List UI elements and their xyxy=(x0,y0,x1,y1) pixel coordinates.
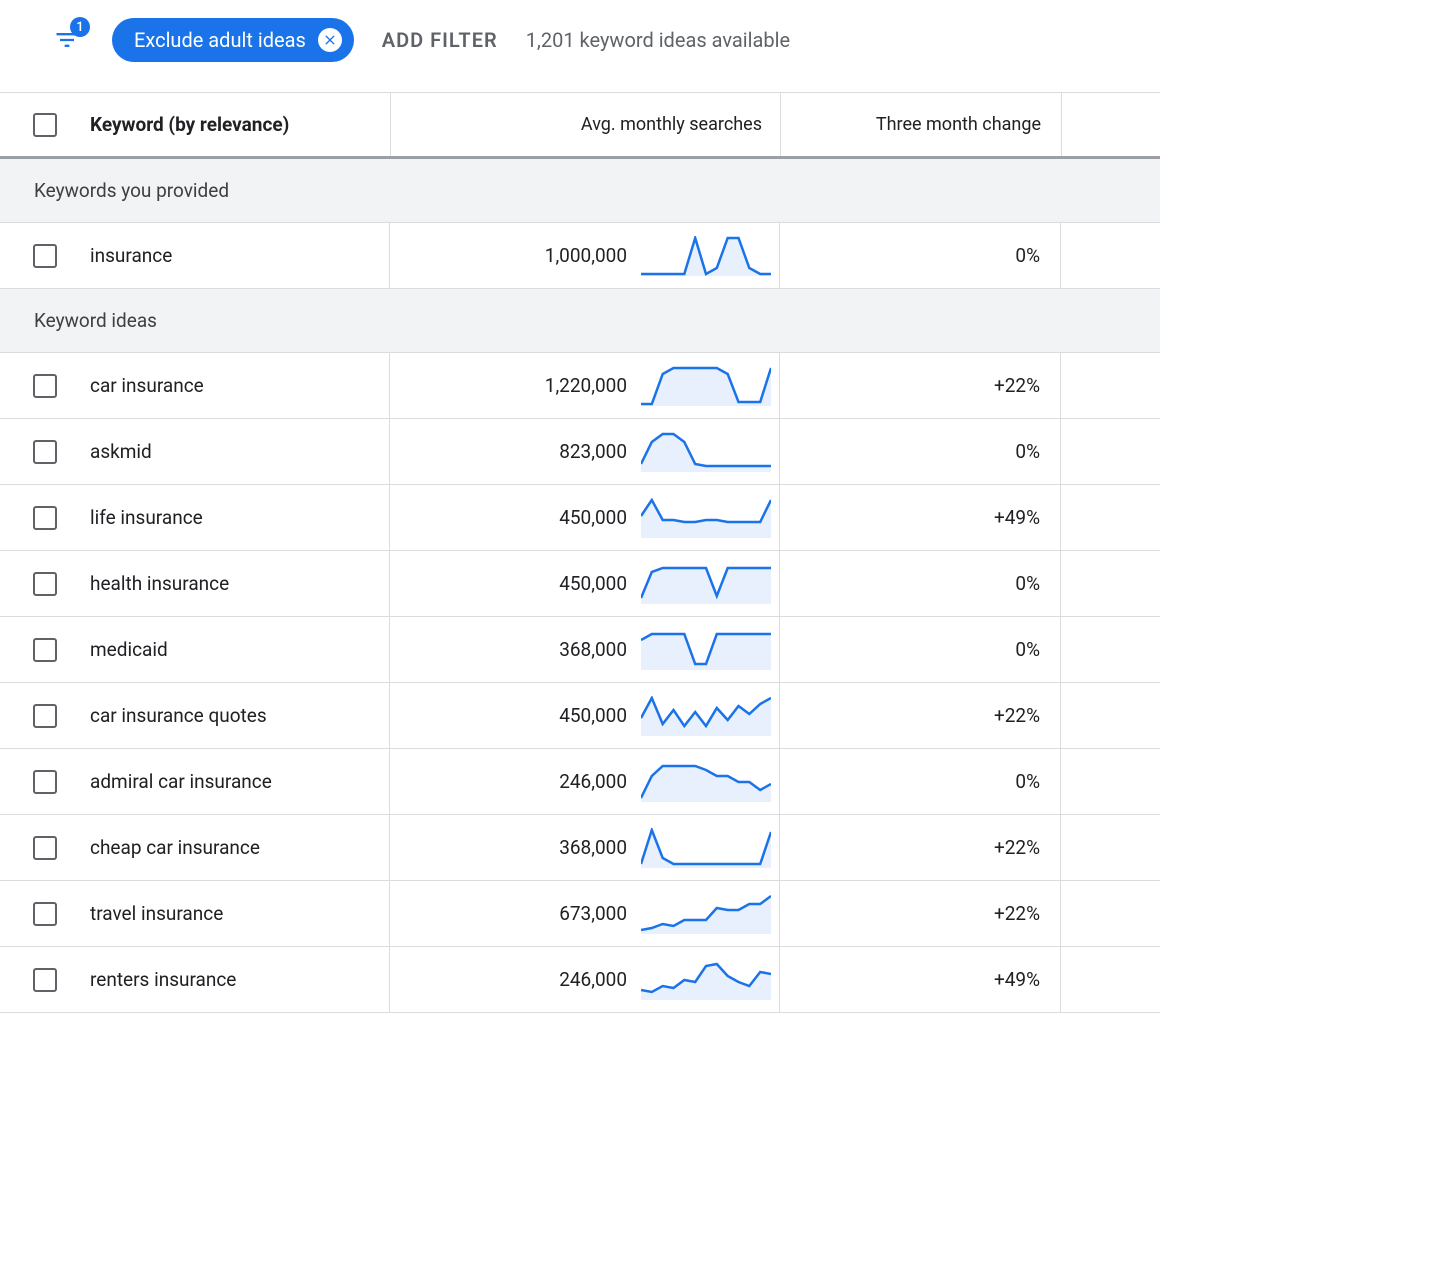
sparkline-icon xyxy=(641,366,771,406)
sparkline-icon xyxy=(641,236,771,276)
sparkline-icon xyxy=(641,432,771,472)
three-month-value: +22% xyxy=(994,704,1040,727)
available-count: 1,201 keyword ideas available xyxy=(526,28,790,52)
row-checkbox[interactable] xyxy=(33,638,57,662)
avg-searches-value: 368,000 xyxy=(559,836,627,859)
filter-chip-exclude-adult[interactable]: Exclude adult ideas xyxy=(112,18,354,62)
three-month-value: 0% xyxy=(1015,572,1040,595)
sparkline-icon xyxy=(641,828,771,868)
section-keywords-provided: Keywords you provided xyxy=(0,159,1160,223)
row-checkbox[interactable] xyxy=(33,506,57,530)
row-checkbox[interactable] xyxy=(33,836,57,860)
table-row: askmid 823,000 0% xyxy=(0,419,1160,485)
row-checkbox[interactable] xyxy=(33,770,57,794)
row-checkbox[interactable] xyxy=(33,968,57,992)
avg-searches-value: 246,000 xyxy=(559,770,627,793)
keyword-text[interactable]: car insurance quotes xyxy=(90,704,267,727)
three-month-value: +49% xyxy=(994,506,1040,529)
keyword-text[interactable]: renters insurance xyxy=(90,968,236,991)
col-avg-searches[interactable]: Avg. monthly searches xyxy=(391,93,781,156)
sparkline-icon xyxy=(641,630,771,670)
three-month-value: +22% xyxy=(994,902,1040,925)
avg-searches-value: 1,220,000 xyxy=(545,374,627,397)
table-row: cheap car insurance 368,000 +22% xyxy=(0,815,1160,881)
three-month-value: 0% xyxy=(1015,638,1040,661)
table-row: travel insurance 673,000 +22% xyxy=(0,881,1160,947)
sparkline-icon xyxy=(641,564,771,604)
avg-searches-value: 368,000 xyxy=(559,638,627,661)
keyword-text[interactable]: travel insurance xyxy=(90,902,223,925)
row-checkbox[interactable] xyxy=(33,572,57,596)
select-all-checkbox[interactable] xyxy=(33,113,57,137)
close-icon[interactable] xyxy=(318,28,342,52)
filter-icon[interactable]: 1 xyxy=(50,23,84,57)
keyword-text[interactable]: admiral car insurance xyxy=(90,770,272,793)
col-three-month[interactable]: Three month change xyxy=(781,93,1061,156)
add-filter-button[interactable]: ADD FILTER xyxy=(382,28,498,52)
table-header: Keyword (by relevance) Avg. monthly sear… xyxy=(0,93,1160,159)
avg-searches-value: 246,000 xyxy=(559,968,627,991)
keyword-text[interactable]: askmid xyxy=(90,440,152,463)
table-row: car insurance 1,220,000 +22% xyxy=(0,353,1160,419)
keyword-text[interactable]: life insurance xyxy=(90,506,203,529)
table-row: life insurance 450,000 +49% xyxy=(0,485,1160,551)
row-checkbox[interactable] xyxy=(33,440,57,464)
table-row: medicaid 368,000 0% xyxy=(0,617,1160,683)
keyword-text[interactable]: car insurance xyxy=(90,374,204,397)
table-row: health insurance 450,000 0% xyxy=(0,551,1160,617)
row-checkbox[interactable] xyxy=(33,902,57,926)
chip-label: Exclude adult ideas xyxy=(134,28,306,52)
row-checkbox[interactable] xyxy=(33,704,57,728)
three-month-value: +22% xyxy=(994,374,1040,397)
avg-searches-value: 450,000 xyxy=(559,704,627,727)
keyword-table: Keyword (by relevance) Avg. monthly sear… xyxy=(0,93,1160,1013)
avg-searches-value: 673,000 xyxy=(559,902,627,925)
avg-searches-value: 1,000,000 xyxy=(545,244,627,267)
filter-badge: 1 xyxy=(70,17,90,37)
three-month-value: 0% xyxy=(1015,440,1040,463)
keyword-text[interactable]: medicaid xyxy=(90,638,168,661)
sparkline-icon xyxy=(641,894,771,934)
filter-bar: 1 Exclude adult ideas ADD FILTER 1,201 k… xyxy=(0,0,1160,93)
keyword-text[interactable]: cheap car insurance xyxy=(90,836,260,859)
section-keyword-ideas: Keyword ideas xyxy=(0,289,1160,353)
three-month-value: 0% xyxy=(1015,770,1040,793)
row-checkbox[interactable] xyxy=(33,244,57,268)
sparkline-icon xyxy=(641,960,771,1000)
keyword-text[interactable]: insurance xyxy=(90,244,172,267)
avg-searches-value: 823,000 xyxy=(559,440,627,463)
row-checkbox[interactable] xyxy=(33,374,57,398)
three-month-value: +49% xyxy=(994,968,1040,991)
sparkline-icon xyxy=(641,498,771,538)
col-keyword[interactable]: Keyword (by relevance) xyxy=(90,113,390,136)
three-month-value: 0% xyxy=(1015,244,1040,267)
three-month-value: +22% xyxy=(994,836,1040,859)
sparkline-icon xyxy=(641,762,771,802)
keyword-text[interactable]: health insurance xyxy=(90,572,229,595)
table-row: insurance 1,000,000 0% xyxy=(0,223,1160,289)
table-row: car insurance quotes 450,000 +22% xyxy=(0,683,1160,749)
table-row: admiral car insurance 246,000 0% xyxy=(0,749,1160,815)
sparkline-icon xyxy=(641,696,771,736)
avg-searches-value: 450,000 xyxy=(559,506,627,529)
avg-searches-value: 450,000 xyxy=(559,572,627,595)
table-row: renters insurance 246,000 +49% xyxy=(0,947,1160,1013)
